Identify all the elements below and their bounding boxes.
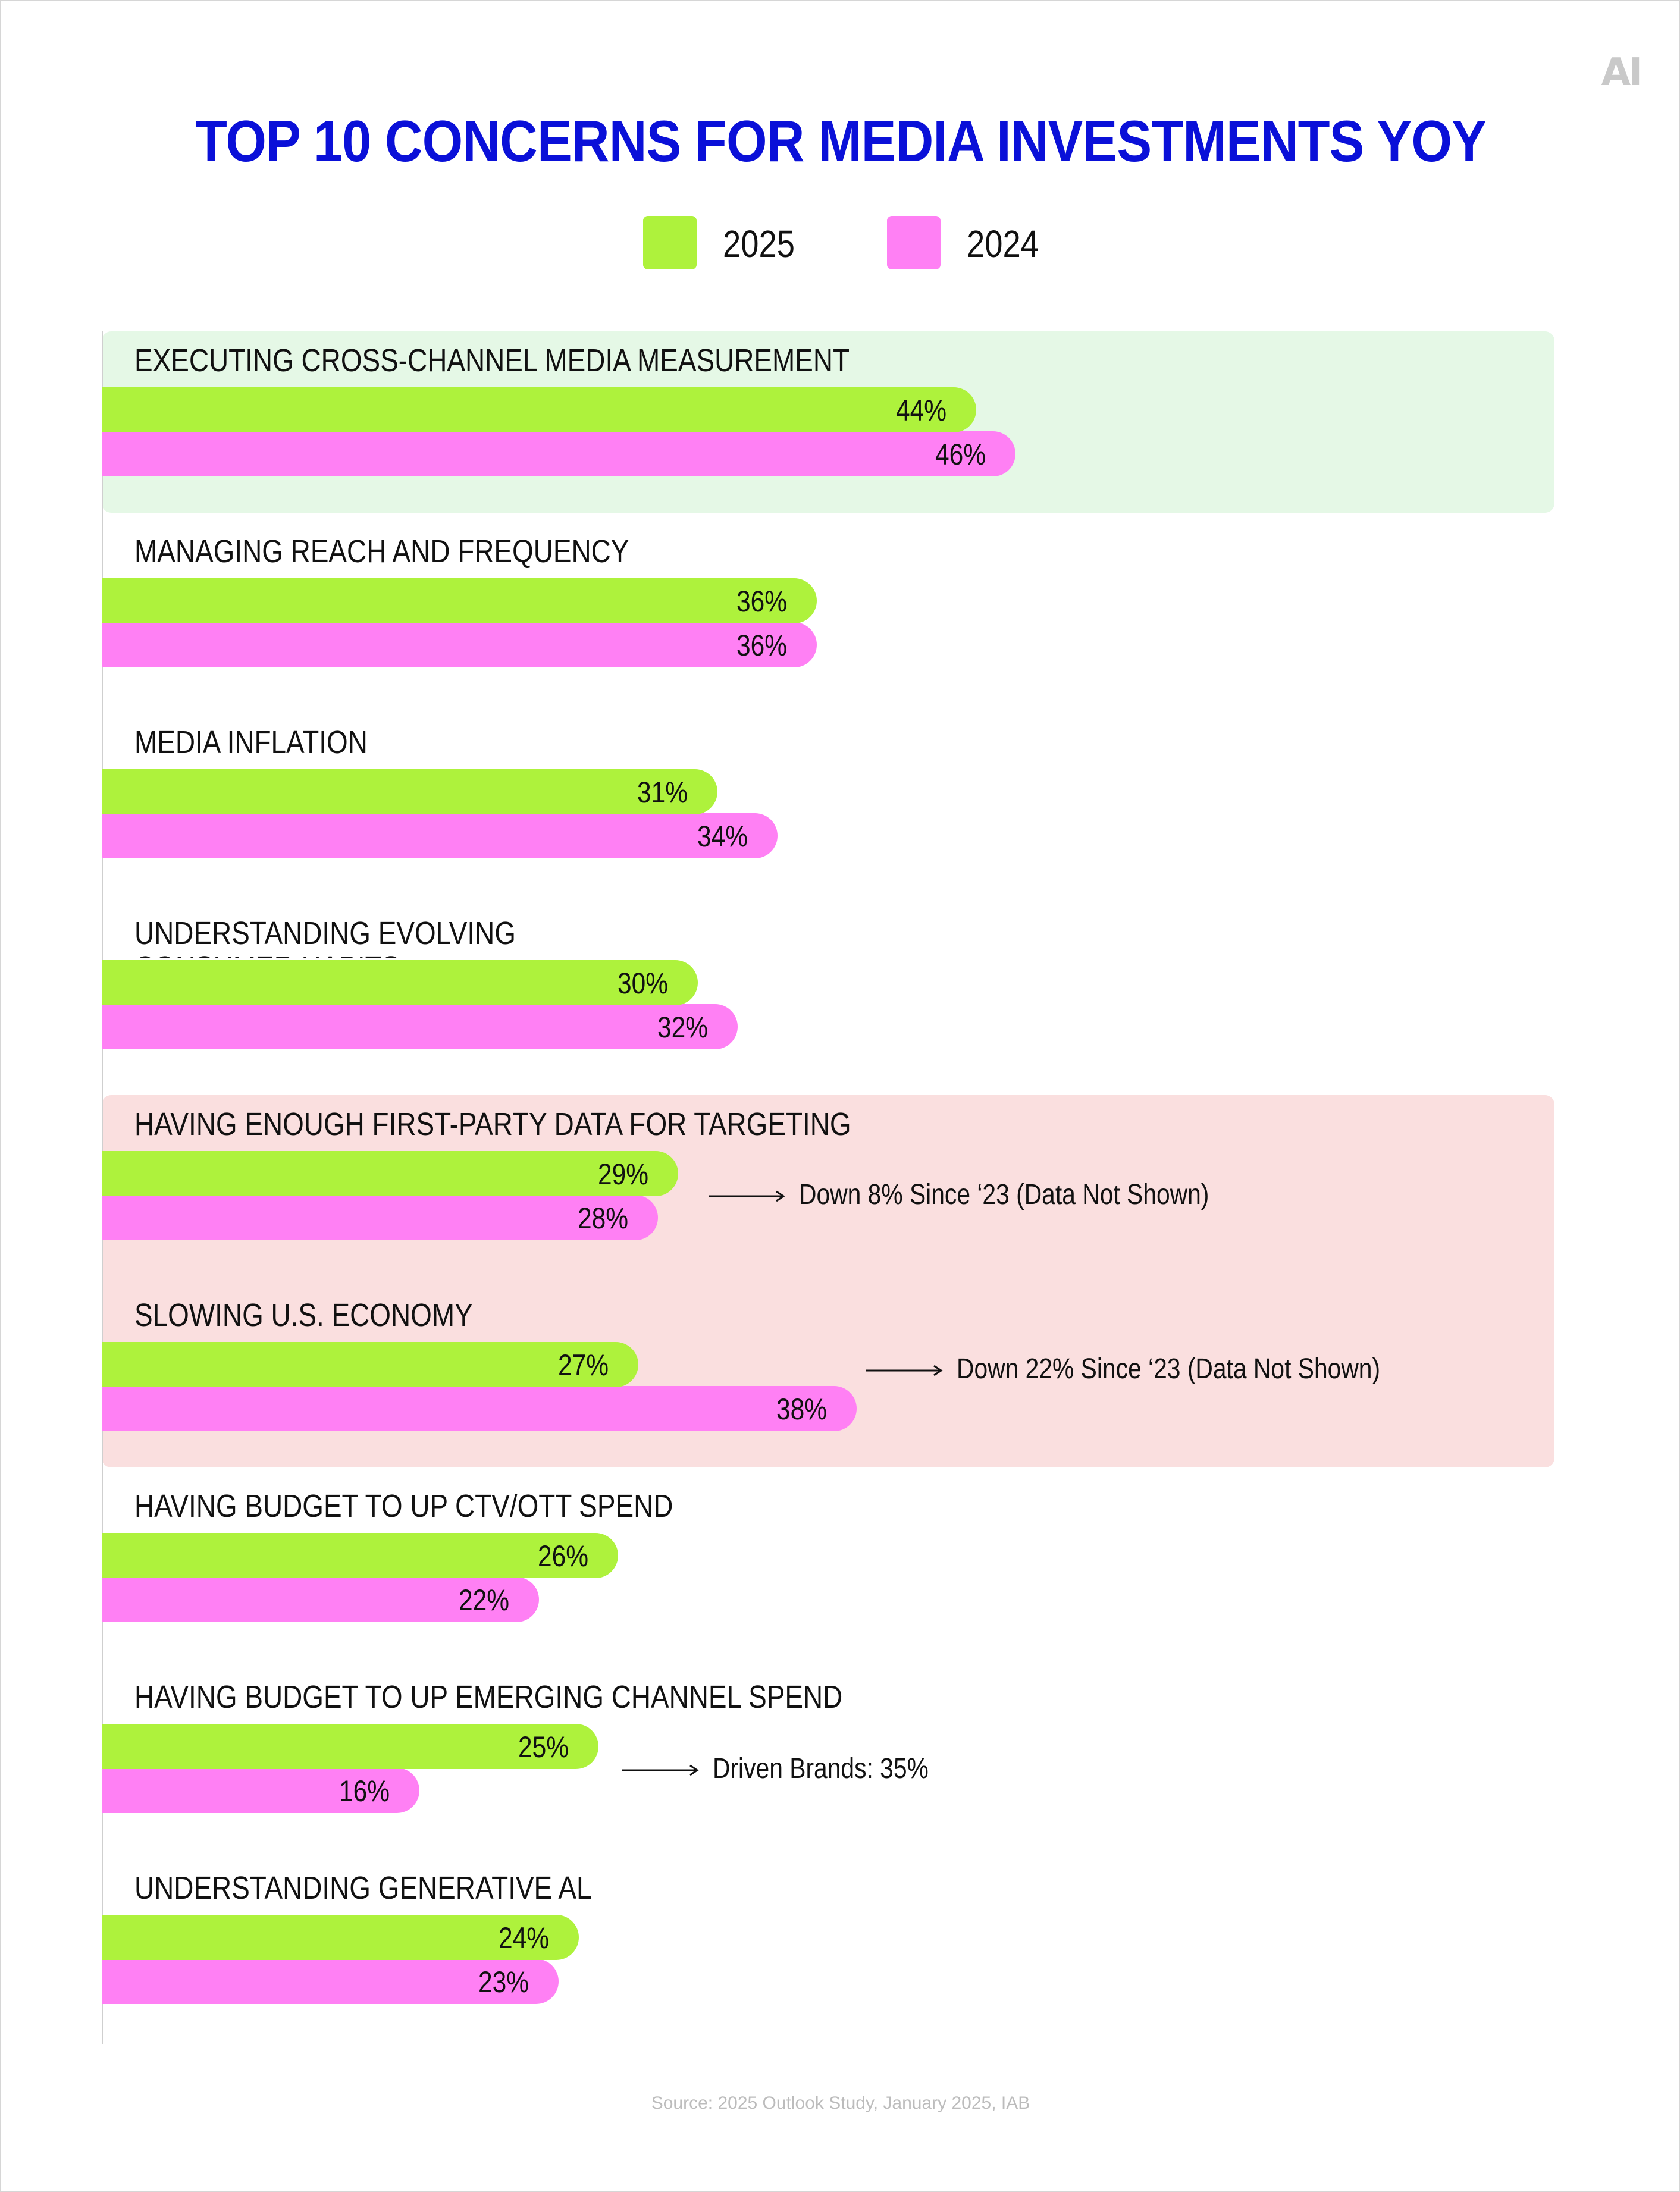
annotation-text: Driven Brands: 35% — [713, 1753, 929, 1785]
bar-2024: 46% — [102, 431, 1016, 476]
bar-value-label: 31% — [637, 776, 688, 809]
category-label: HAVING ENOUGH FIRST-PARTY DATA FOR TARGE… — [134, 1106, 851, 1142]
category-label: HAVING BUDGET TO UP EMERGING CHANNEL SPE… — [134, 1679, 843, 1715]
bar-value-label: 23% — [478, 1965, 529, 1999]
bar-value-label: 30% — [617, 967, 668, 1000]
bar-value-label: 38% — [776, 1393, 828, 1426]
category-label: MEDIA INFLATION — [134, 725, 368, 760]
bar-value-label: 32% — [657, 1011, 708, 1044]
bar-value-label: 36% — [736, 629, 788, 662]
bar-value-label: 27% — [557, 1349, 609, 1382]
bar-2025: 26% — [102, 1533, 619, 1578]
bar-2025: 36% — [102, 578, 817, 623]
arrow-right-icon — [866, 1365, 943, 1376]
bar-2024: 38% — [102, 1386, 857, 1431]
bar-2025: 24% — [102, 1915, 579, 1960]
category-label: HAVING BUDGET TO UP CTV/OTT SPEND — [134, 1488, 673, 1524]
source-note: Source: 2025 Outlook Study, January 2025… — [651, 2093, 1030, 2113]
bar-value-label: 25% — [518, 1730, 569, 1764]
bar-2025: 29% — [102, 1151, 678, 1196]
arrow-right-icon — [709, 1190, 785, 1202]
legend-swatch-2025 — [643, 216, 697, 269]
legend-swatch-2024 — [887, 216, 941, 269]
bar-value-label: 46% — [935, 438, 986, 471]
bar-2024: 28% — [102, 1195, 659, 1240]
category-label: UNDERSTANDING EVOLVING CONSUMER HABITS — [134, 916, 516, 958]
bar-2025: 30% — [102, 960, 698, 1005]
category-label: UNDERSTANDING GENERATIVE AL — [134, 1870, 592, 1906]
annotation-text: Down 8% Since ‘23 (Data Not Shown) — [799, 1179, 1209, 1211]
chart-title: TOP 10 CONCERNS FOR MEDIA INVESTMENTS YO… — [195, 108, 1487, 174]
category-label: MANAGING REACH AND FREQUENCY — [134, 534, 629, 569]
bar-2024: 36% — [102, 622, 817, 667]
bar-2025: 31% — [102, 769, 718, 814]
bar-2025: 27% — [102, 1342, 638, 1387]
bar-2024: 23% — [102, 1959, 559, 2004]
arrow-right-icon — [622, 1764, 699, 1776]
bar-value-label: 34% — [697, 820, 748, 853]
bar-2024: 34% — [102, 813, 778, 858]
bar-value-label: 16% — [339, 1774, 390, 1808]
category-label: SLOWING U.S. ECONOMY — [134, 1297, 473, 1333]
brand-logo: AI — [1601, 51, 1643, 95]
bar-2025: 44% — [102, 387, 976, 432]
category-label: EXECUTING CROSS-CHANNEL MEDIA MEASUREMEN… — [134, 343, 850, 378]
bar-value-label: 26% — [538, 1539, 589, 1573]
legend-label-2024: 2024 — [967, 222, 1039, 265]
bar-value-label: 29% — [597, 1158, 648, 1191]
bar-value-label: 44% — [895, 394, 946, 427]
legend-label-2025: 2025 — [723, 222, 795, 265]
bar-value-label: 28% — [578, 1202, 629, 1235]
bar-value-label: 22% — [458, 1583, 509, 1617]
bar-2024: 32% — [102, 1004, 738, 1049]
annotation-text: Down 22% Since ‘23 (Data Not Shown) — [957, 1353, 1381, 1385]
bar-value-label: 24% — [498, 1921, 549, 1955]
bar-value-label: 36% — [736, 585, 788, 618]
bar-2024: 22% — [102, 1577, 539, 1622]
bar-2025: 25% — [102, 1724, 598, 1769]
bar-2024: 16% — [102, 1768, 420, 1813]
